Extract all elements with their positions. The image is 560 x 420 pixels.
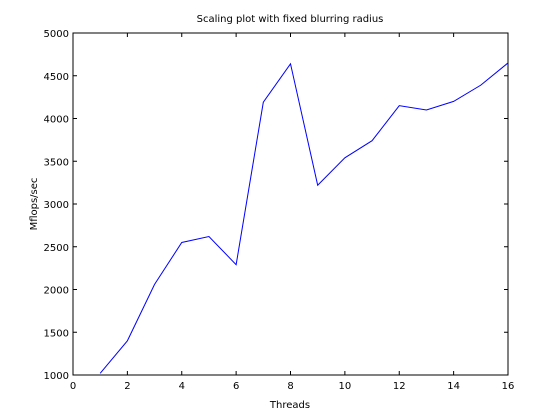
x-tick-labels: 0 2 4 6 8 10 12 14 16 xyxy=(70,381,515,392)
chart-title: Scaling plot with fixed blurring radius xyxy=(197,14,384,25)
y-tick-label: 1500 xyxy=(44,328,69,339)
y-tick-label: 4500 xyxy=(44,72,69,83)
series-lines xyxy=(99,62,509,374)
x-tick-label: 6 xyxy=(233,381,239,392)
x-tick-label: 2 xyxy=(124,381,130,392)
x-tick-label: 8 xyxy=(287,381,293,392)
axis-ticks xyxy=(72,32,509,376)
y-tick-label: 3500 xyxy=(44,157,69,168)
plot-area xyxy=(72,32,509,376)
x-tick-label: 4 xyxy=(179,381,185,392)
y-tick-label: 2000 xyxy=(44,286,69,297)
x-tick-label: 14 xyxy=(447,381,460,392)
y-tick-label: 2500 xyxy=(44,243,69,254)
y-tick-label: 1000 xyxy=(44,371,69,382)
y-axis-label: Mflops/sec xyxy=(29,178,40,231)
y-tick-label: 5000 xyxy=(44,29,69,40)
x-axis-label: Threads xyxy=(269,400,310,411)
y-tick-labels: 1000 1500 2000 2500 3000 3500 4000 4500 5000 xyxy=(44,29,69,382)
y-tick-label: 3000 xyxy=(44,200,69,211)
y-tick-label: 4000 xyxy=(44,115,69,126)
x-tick-label: 10 xyxy=(339,381,352,392)
x-tick-label: 0 xyxy=(70,381,76,392)
series-line xyxy=(99,62,509,374)
x-tick-label: 12 xyxy=(393,381,406,392)
x-tick-label: 16 xyxy=(502,381,515,392)
